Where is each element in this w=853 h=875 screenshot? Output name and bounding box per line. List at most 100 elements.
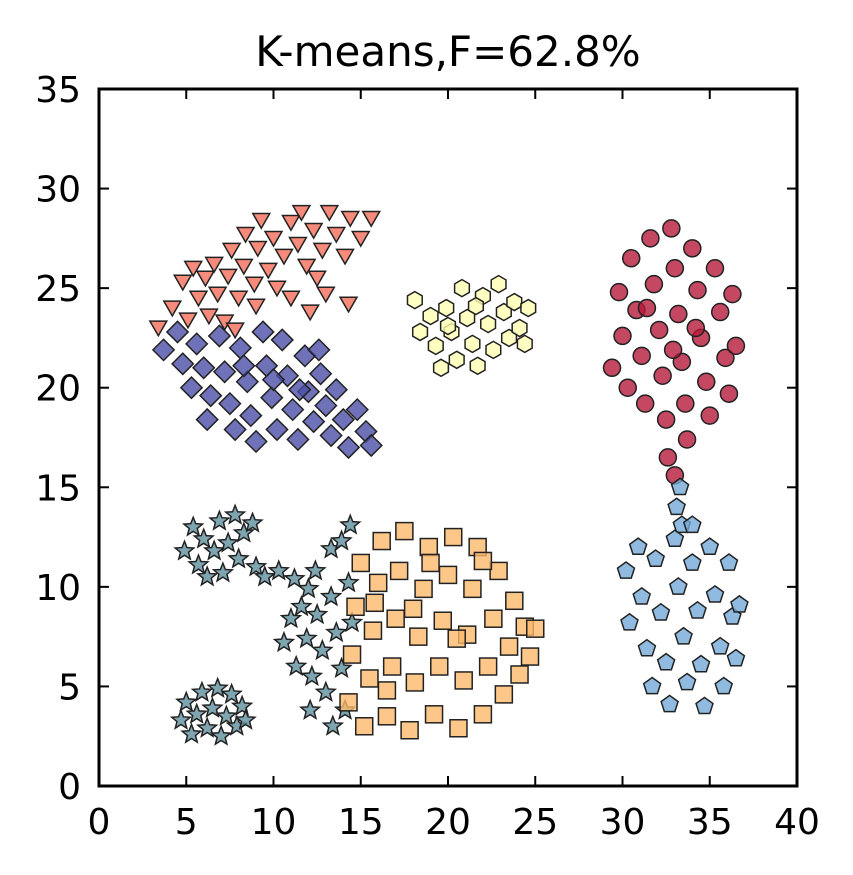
star-point	[325, 620, 348, 643]
star-point	[319, 584, 343, 607]
triangle-down-point	[258, 262, 279, 280]
triangle-down-point	[350, 230, 371, 248]
square-point	[505, 591, 524, 611]
triangle-down-point	[218, 268, 238, 286]
star-point	[314, 680, 338, 702]
diamond-point	[287, 378, 312, 402]
y-tick-label: 5	[58, 667, 81, 708]
pentagon-point	[632, 586, 652, 605]
square-point	[368, 573, 388, 593]
square-point	[449, 718, 468, 738]
square-point	[499, 637, 519, 656]
square-point	[382, 657, 402, 676]
star-point	[253, 565, 277, 587]
diamond-point	[235, 370, 260, 394]
pentagon-point	[719, 553, 739, 571]
star-point	[187, 553, 210, 575]
circle-point	[632, 346, 651, 366]
triangle-down-point	[267, 280, 287, 298]
star-point	[181, 515, 205, 537]
square-point	[510, 665, 529, 684]
triangle-down-point	[188, 290, 209, 308]
circle-point	[658, 448, 678, 467]
star-point	[216, 531, 240, 553]
square-point	[419, 537, 439, 557]
star-point	[311, 638, 334, 661]
pentagon-point	[726, 648, 746, 667]
diamond-point	[232, 354, 256, 378]
square-point	[339, 693, 358, 712]
pentagon-point	[674, 626, 693, 645]
plot-frame	[97, 87, 799, 788]
star-point	[169, 708, 193, 730]
diamond-point	[286, 427, 310, 452]
triangle-down-point	[326, 226, 347, 244]
circle-point	[686, 318, 706, 338]
star-point	[339, 513, 362, 535]
hexagon-point	[448, 350, 465, 370]
star-point	[241, 511, 264, 533]
diamond-point	[307, 338, 331, 362]
pentagon-point	[651, 602, 671, 621]
diamond-point	[223, 417, 247, 442]
diamond-point	[314, 393, 338, 418]
star-point	[295, 626, 318, 649]
pentagon-point	[660, 694, 679, 713]
circle-point	[618, 378, 637, 397]
x-tick-label: 15	[338, 802, 384, 843]
hexagon-point	[427, 336, 444, 356]
star-point	[220, 682, 243, 704]
hexagon-point	[520, 298, 537, 318]
pentagon-point	[665, 529, 685, 548]
square-point	[409, 627, 428, 646]
diamond-point	[192, 356, 216, 380]
diamond-point	[359, 433, 383, 458]
square-point	[473, 551, 493, 571]
circle-point	[676, 394, 695, 413]
square-point	[365, 593, 384, 613]
square-point	[386, 609, 405, 628]
circle-point	[609, 282, 629, 302]
circle-point	[697, 372, 716, 391]
diamond-point	[212, 360, 237, 384]
circle-point	[662, 219, 681, 238]
hexagon-point	[453, 278, 471, 298]
star-point	[297, 577, 320, 599]
star-point	[337, 571, 360, 593]
square-point	[478, 657, 498, 676]
y-tick-label: 30	[35, 170, 81, 211]
triangle-down-point	[178, 312, 198, 330]
star-point	[223, 503, 247, 525]
circle-point	[665, 258, 685, 278]
diamond-point	[239, 403, 263, 428]
circle-point	[602, 358, 622, 378]
triangle-down-point	[248, 240, 268, 258]
pentagon-point	[642, 676, 662, 695]
pentagon-point	[670, 477, 690, 496]
circle-point	[621, 249, 641, 268]
triangle-down-point	[207, 286, 228, 304]
chart-title: K-means,F=62.8%	[255, 27, 640, 76]
star-point	[195, 565, 219, 587]
triangle-down-point	[234, 258, 254, 276]
square-point	[377, 707, 397, 726]
square-point	[473, 705, 493, 724]
triangle-down-point	[162, 300, 183, 318]
diamond-point	[260, 385, 284, 410]
triangle-down-point	[303, 222, 324, 240]
diamond-point	[336, 435, 361, 460]
pentagon-point	[668, 577, 688, 595]
x-tick-label: 5	[175, 802, 198, 843]
diamond-point	[195, 407, 219, 432]
hexagon-point	[506, 292, 523, 312]
square-point	[363, 621, 383, 640]
square-point	[403, 599, 423, 619]
y-tick-label: 25	[35, 269, 81, 310]
triangle-down-point	[316, 286, 336, 304]
triangle-down-point	[204, 256, 224, 274]
square-point	[489, 561, 508, 581]
hexagon-point	[490, 274, 507, 294]
hexagon-point	[438, 298, 455, 318]
circle-point	[700, 406, 719, 425]
pentagon-point	[682, 515, 702, 534]
